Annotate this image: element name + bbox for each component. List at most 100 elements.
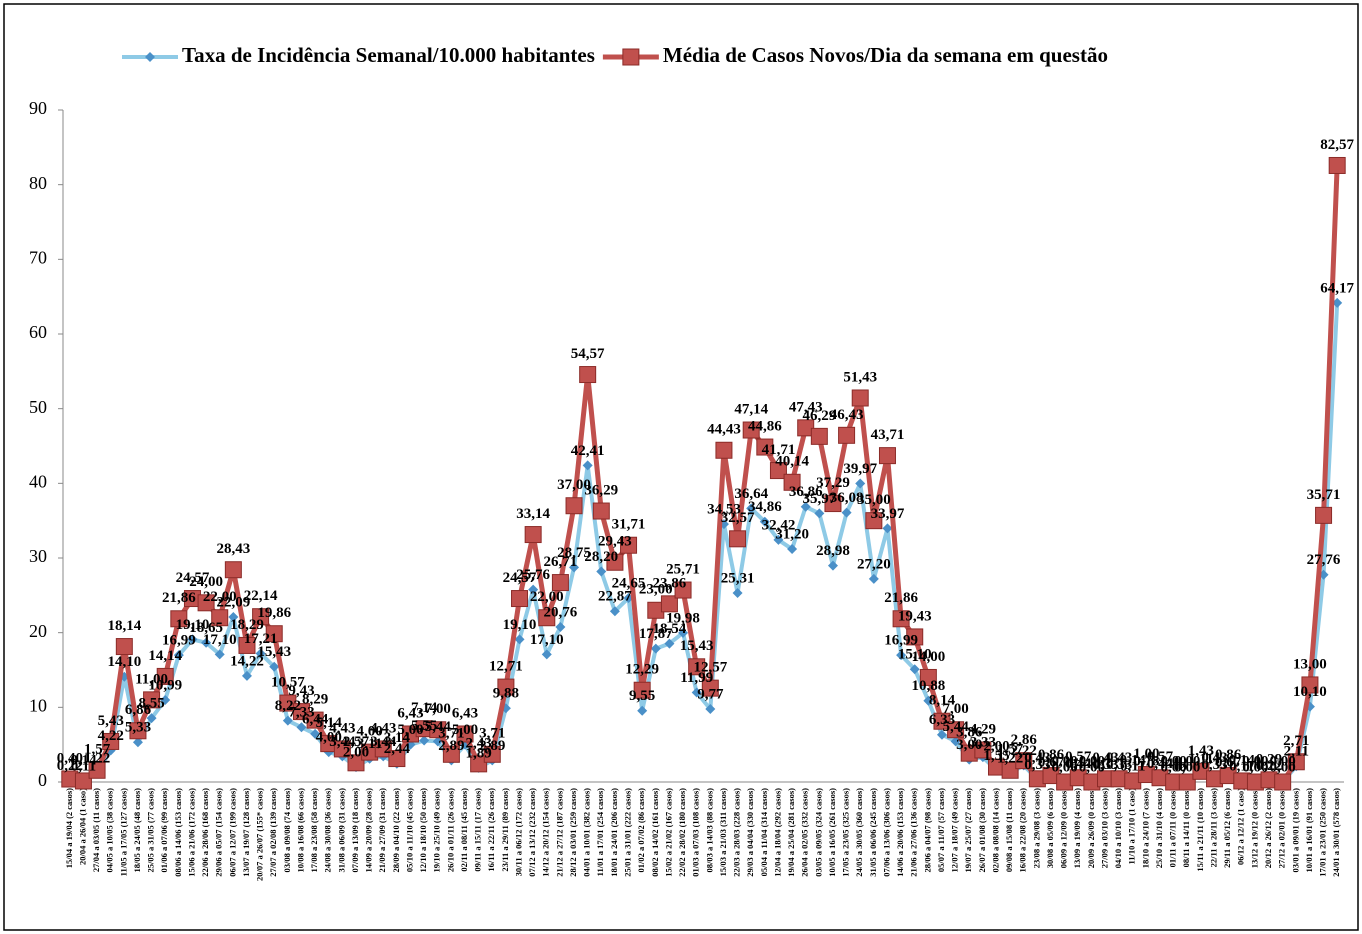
data-label: 22,00 (203, 589, 237, 605)
point-marker (797, 419, 815, 437)
x-tick-label: 16/08 a 22/08 (20 casos) (1018, 788, 1028, 873)
data-label: 7,33 (288, 705, 314, 721)
x-tick-label: 14/06 a 20/06 (153 casos) (895, 788, 905, 877)
x-tick-label: 06/07 a 12/07 (199 casos) (227, 788, 237, 877)
data-label: 5,00 (397, 722, 423, 738)
data-label: 32,42 (762, 517, 796, 533)
x-tick-label: 03/05 a 09/05 (324 casos) (813, 788, 823, 877)
point-marker (115, 638, 133, 656)
x-tick-label: 27/04 a 03/05 (11 casos) (91, 788, 101, 872)
data-label: 27,76 (1307, 552, 1341, 568)
data-label: 17,21 (244, 631, 278, 647)
x-tick-label: 12/04 a 18/04 (292 casos) (772, 788, 782, 877)
data-label: 15,10 (898, 647, 932, 663)
point-marker (1274, 773, 1292, 791)
x-tick-label: 10/05 a 16/05 (261 casos) (827, 788, 837, 877)
point-marker (541, 649, 552, 660)
point-marker (565, 497, 583, 515)
x-tick-label: 25/10 a 31/10 (4 casos) (1154, 788, 1164, 868)
point-marker (620, 536, 638, 554)
data-label: 14,22 (230, 653, 264, 669)
data-label: 47,43 (789, 399, 823, 415)
data-label: 2,89 (479, 738, 505, 754)
data-label: 43,71 (871, 427, 905, 443)
data-label: 5,14 (316, 715, 343, 731)
data-label: 6,43 (452, 705, 478, 721)
x-tick-label: 15/03 a 21/03 (311 casos) (718, 788, 728, 876)
x-tick-label: 15/11 a 21/11 (10 casos) (1195, 788, 1205, 872)
data-label: 9,88 (493, 686, 519, 702)
y-tick-label: 0 (38, 770, 47, 790)
data-label: 3,11 (357, 736, 382, 752)
data-label: 44,43 (707, 422, 741, 438)
y-tick-label: 20 (29, 621, 47, 641)
point-marker (787, 544, 798, 555)
point-marker (173, 650, 184, 661)
data-label: 64,17 (1320, 280, 1354, 296)
data-label: 16,99 (884, 633, 918, 649)
point-marker (1178, 773, 1196, 791)
x-tick-label: 28/12 a 03/01 (259 casos) (568, 788, 578, 877)
point-marker (974, 741, 992, 759)
data-label: 2,71 (1283, 733, 1309, 749)
data-label: 1,22 (997, 750, 1023, 766)
data-label: 0,22 (57, 758, 83, 774)
data-label: 8,29 (302, 692, 328, 708)
data-label: 0,00 (1161, 759, 1187, 775)
data-label: 3,33 (970, 735, 996, 751)
point-marker (705, 704, 716, 715)
data-label: 19,10 (503, 617, 537, 633)
point-marker (279, 694, 297, 712)
point-marker (333, 740, 351, 758)
x-tick-label: 15/02 a 21/02 (167 casos) (663, 788, 673, 877)
data-label: 0,00 (1270, 753, 1296, 769)
point-marker (569, 562, 580, 573)
data-label: 31,71 (612, 517, 646, 533)
point-marker (156, 667, 174, 685)
point-marker (132, 737, 143, 748)
data-label: 8,55 (138, 696, 164, 712)
data-label: 22,14 (244, 588, 278, 604)
x-tick-label: 11/10 a 17/10 (1 caso) (1127, 788, 1137, 865)
data-label: 13,00 (1293, 656, 1327, 672)
x-tick-label: 08/02 a 14/02 (161 casos) (650, 788, 660, 877)
data-label: 0,00 (1161, 753, 1187, 769)
data-label: 5,44 (425, 719, 452, 735)
x-tick-label: 31/08 a 06/09 (31 casos) (336, 788, 346, 873)
x-tick-label: 30/11 a 06/12 (172 casos) (513, 788, 523, 876)
data-label: 4,43 (329, 720, 355, 736)
data-label: 0,11 (1229, 759, 1254, 775)
data-label: 0,67 (1215, 754, 1242, 770)
data-label: 6,86 (125, 702, 152, 718)
point-marker (241, 670, 252, 681)
point-marker (265, 625, 283, 643)
data-label: 5,55 (411, 718, 437, 734)
data-label: 37,29 (816, 475, 850, 491)
point-marker (827, 560, 838, 571)
data-label: 41,71 (762, 442, 796, 458)
point-marker (769, 462, 787, 480)
data-label: 39,97 (843, 461, 877, 477)
data-label: 3,86 (956, 725, 983, 741)
x-tick-label: 28/09 a 04/10 (22 casos) (391, 788, 401, 873)
data-label: 1,57 (997, 742, 1024, 758)
data-label: 0,00 (1079, 753, 1105, 769)
data-label: 0,57 (1147, 749, 1174, 765)
x-tick-label: 12/10 a 18/10 (50 casos) (418, 788, 428, 873)
data-label: 16,99 (162, 633, 196, 649)
x-tick-label: 01/02 a 07/02 (86 casos) (636, 788, 646, 873)
x-tick-label: 07/09 a 13/09 (18 casos) (350, 788, 360, 873)
x-tick-label: 18/01 a 24/01 (206 casos) (609, 788, 619, 877)
data-label: 24,57 (503, 570, 537, 586)
point-marker (678, 627, 689, 638)
data-label: 0,00 (1174, 759, 1200, 775)
data-label: 17,10 (203, 632, 237, 648)
point-marker (865, 512, 883, 530)
data-label: 0,57 (1065, 749, 1092, 765)
data-label: 24,65 (612, 575, 646, 591)
data-label: 1,57 (84, 742, 111, 758)
x-tick-label: 03/01 a 09/01 (19 casos) (1290, 788, 1300, 873)
data-label: 10,10 (1293, 684, 1327, 700)
point-marker (483, 745, 501, 763)
x-tick-label: 24/05 a 30/05 (360 casos) (854, 788, 864, 877)
